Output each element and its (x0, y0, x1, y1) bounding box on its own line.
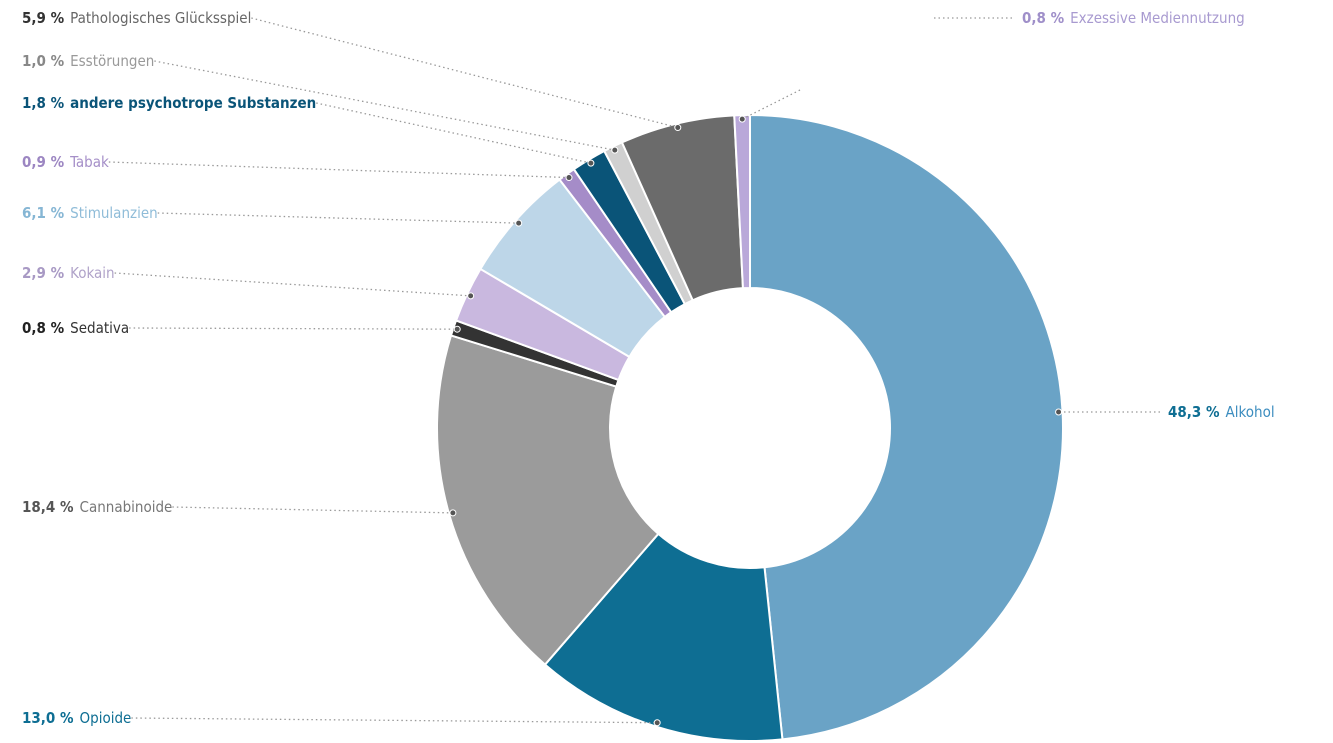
category-label: Alkohol (1226, 403, 1275, 421)
slice-label: 18,4 % Cannabinoide (22, 498, 172, 516)
slice (436, 334, 660, 666)
category-label: Opioide (80, 709, 132, 727)
leader-line (251, 17, 678, 129)
leader-dot (738, 115, 746, 123)
category-label: Pathologisches Glücksspiel (70, 9, 251, 27)
leader-line (114, 272, 471, 297)
leader-line (131, 717, 658, 724)
value-label: 1,0 % (22, 52, 65, 70)
value-label: 6,1 % (22, 204, 65, 222)
value-label: 48,3 % (1168, 403, 1220, 421)
leader-line (741, 89, 801, 120)
slice (543, 532, 784, 742)
value-label: 18,4 % (22, 498, 74, 516)
slice-label: 5,9 % Pathologisches Glücksspiel (22, 9, 251, 27)
leader-dot (453, 325, 461, 333)
slice-label: 1,8 % andere psychotrope Substanzen (22, 94, 316, 112)
leader-dot (515, 219, 523, 227)
slice-label: 48,3 % Alkohol (1168, 403, 1275, 421)
slice-label: 1,0 % Esstörungen (22, 52, 154, 70)
category-label: andere psychotrope Substanzen (70, 94, 316, 112)
value-label: 13,0 % (22, 709, 74, 727)
category-label: Esstörungen (70, 52, 154, 70)
category-label: Kokain (70, 264, 114, 282)
leader-line (129, 327, 458, 330)
slice-label: 0,8 % Sedativa (22, 319, 129, 337)
category-label: Sedativa (70, 319, 129, 337)
leader-line (157, 212, 519, 224)
slice-label: 2,9 % Kokain (22, 264, 115, 282)
leader-dot (565, 174, 573, 182)
category-label: Cannabinoide (80, 498, 173, 516)
slice-label: 6,1 % Stimulanzien (22, 204, 158, 222)
category-label: Stimulanzien (70, 204, 158, 222)
leader-dot (653, 719, 661, 727)
leader-dot (449, 509, 457, 517)
value-label: 2,9 % (22, 264, 65, 282)
value-label: 0,8 % (1022, 9, 1065, 27)
leader-dot (611, 146, 619, 154)
slice-label: 0,9 % Tabak (22, 153, 109, 171)
slice-label: 0,8 % Exzessive Mediennutzung (1022, 9, 1245, 27)
leader-line (154, 60, 615, 151)
value-label: 0,8 % (22, 319, 65, 337)
leader-line (172, 506, 453, 514)
leader-dot (1055, 408, 1063, 416)
slice-label: 13,0 % Opioide (22, 709, 131, 727)
category-label: Exzessive Mediennutzung (1070, 9, 1245, 27)
leader-dot (587, 159, 595, 167)
value-label: 0,9 % (22, 153, 65, 171)
leader-line (316, 102, 592, 164)
slice (733, 113, 751, 290)
slice (749, 113, 1064, 741)
value-label: 5,9 % (22, 9, 65, 27)
leader-dot (467, 292, 475, 300)
category-label: Tabak (69, 153, 109, 171)
leader-line (108, 161, 570, 179)
value-label: 1,8 % (22, 94, 65, 112)
leader-dot (674, 124, 682, 132)
